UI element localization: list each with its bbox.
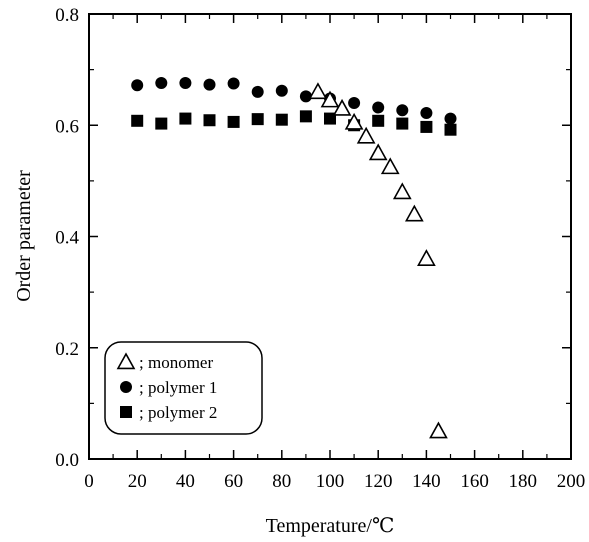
y-tick-label: 0.8 [55,5,79,26]
data-point-open-triangle [344,112,364,130]
y-tick-label: 0.6 [55,116,79,137]
data-point-filled-square [203,114,216,127]
x-tick-label: 200 [557,471,586,492]
legend-box [104,341,263,435]
legend-entries: ; monomer ; polymer 1 ; polymer 2 [116,352,217,422]
axis-ticks [88,13,572,460]
x-tick-label: 140 [412,471,441,492]
data-point-filled-circle [444,112,457,125]
legend-label: ; polymer 2 [139,403,217,422]
data-points [131,76,457,439]
data-point-open-triangle [308,82,328,100]
data-point-filled-circle [131,79,144,92]
data-point-filled-square [396,117,409,130]
x-tick-label: 120 [364,471,393,492]
x-tick-label: 80 [272,471,291,492]
x-tick-label: 100 [316,471,345,492]
data-point-filled-square [372,114,385,127]
legend-marker-filled-circle [120,381,132,393]
data-point-open-triangle [356,126,376,144]
data-point-filled-circle [155,76,168,89]
data-point-filled-circle [396,104,409,117]
legend-marker-filled-square [120,406,132,418]
data-point-filled-square [299,110,312,123]
data-point-filled-circle [420,107,433,120]
data-point-filled-square [444,123,457,136]
data-point-filled-square [227,115,240,128]
data-point-filled-circle [227,77,240,90]
x-tick-label: 40 [176,471,195,492]
data-point-open-triangle [320,90,340,108]
data-point-filled-square [275,113,288,126]
x-tick-label: 180 [509,471,538,492]
data-point-filled-circle [348,97,361,109]
x-tick-label: 0 [84,471,94,492]
data-point-filled-circle [203,78,216,91]
data-point-filled-square [251,113,264,126]
y-tick-label: 0.0 [55,450,79,471]
data-point-filled-circle [251,85,264,98]
data-point-open-triangle [368,143,388,161]
data-point-filled-circle [275,84,288,97]
y-tick-label: 0.2 [55,339,79,360]
x-tick-label: 20 [128,471,147,492]
y-axis-label: Order parameter [13,170,35,302]
data-point-filled-circle [179,76,192,89]
data-point-open-triangle [392,182,412,200]
legend-label: ; polymer 1 [139,378,217,397]
legend-marker-open-triangle [116,352,136,370]
x-axis-label: Temperature/℃ [266,515,395,537]
data-point-open-triangle [417,249,436,266]
data-point-filled-square [179,112,192,125]
data-point-filled-circle [372,101,385,114]
data-point-open-triangle [429,421,448,439]
data-point-open-triangle [380,157,400,175]
data-point-filled-circle [299,90,312,103]
legend: ; monomer ; polymer 1 ; polymer 2 [104,341,263,435]
y-tick-labels: 0.0 0.2 0.4 0.6 0.8 [55,5,79,471]
data-point-filled-square [131,114,144,127]
data-point-open-triangle [332,98,352,116]
y-tick-label: 0.4 [55,228,79,249]
x-tick-label: 60 [224,471,243,492]
x-tick-labels: 0 20 40 60 80 100 120 140 160 180 200 [84,471,585,492]
legend-label: ; monomer [139,353,213,372]
x-tick-label: 160 [460,471,489,492]
data-point-filled-square [420,120,433,133]
data-point-open-triangle [404,204,424,222]
data-point-filled-square [155,117,168,130]
